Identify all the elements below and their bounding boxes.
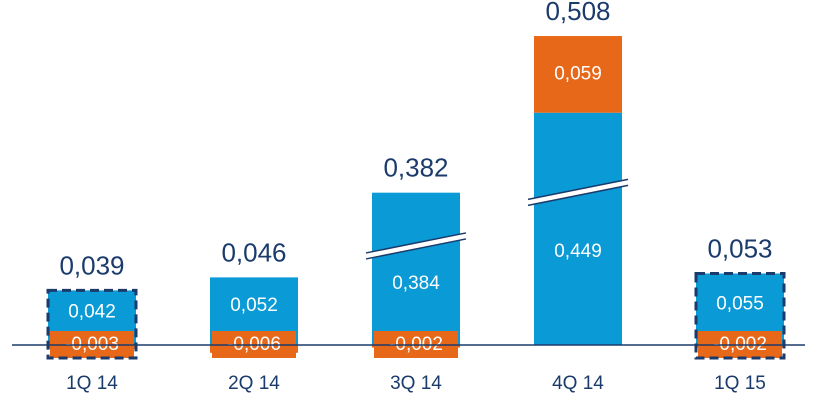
x-tick-label: 2Q 14 [228, 373, 280, 394]
value-label: 0,384 [392, 273, 440, 294]
total-label: 0,053 [707, 233, 772, 263]
total-label: 0,382 [383, 153, 448, 183]
total-label: 0,039 [59, 250, 124, 280]
value-label: 0,449 [554, 241, 602, 262]
x-tick-label: 3Q 14 [390, 373, 442, 394]
axis-break-line [365, 238, 467, 260]
total-label: 0,508 [545, 0, 610, 26]
axis-break-line [527, 184, 629, 207]
axis-break [528, 179, 628, 206]
bar-segment [372, 192, 460, 345]
x-tick-label: 4Q 14 [552, 373, 604, 394]
total-label: 0,046 [221, 237, 286, 267]
x-tick-label: 1Q 14 [66, 373, 118, 394]
axis-break-line [365, 232, 467, 254]
value-label: 0,059 [554, 63, 602, 84]
value-label: 0,042 [68, 302, 116, 323]
value-label: 0,052 [230, 295, 278, 316]
x-tick-label: 1Q 15 [714, 373, 766, 394]
axis-break-line [527, 178, 629, 201]
value-label: 0,055 [716, 293, 764, 314]
bar-segment [534, 112, 622, 345]
highlight-outline [46, 288, 138, 360]
highlight-outline [694, 272, 786, 360]
bar-segment [534, 36, 622, 113]
axis-break [366, 232, 466, 259]
